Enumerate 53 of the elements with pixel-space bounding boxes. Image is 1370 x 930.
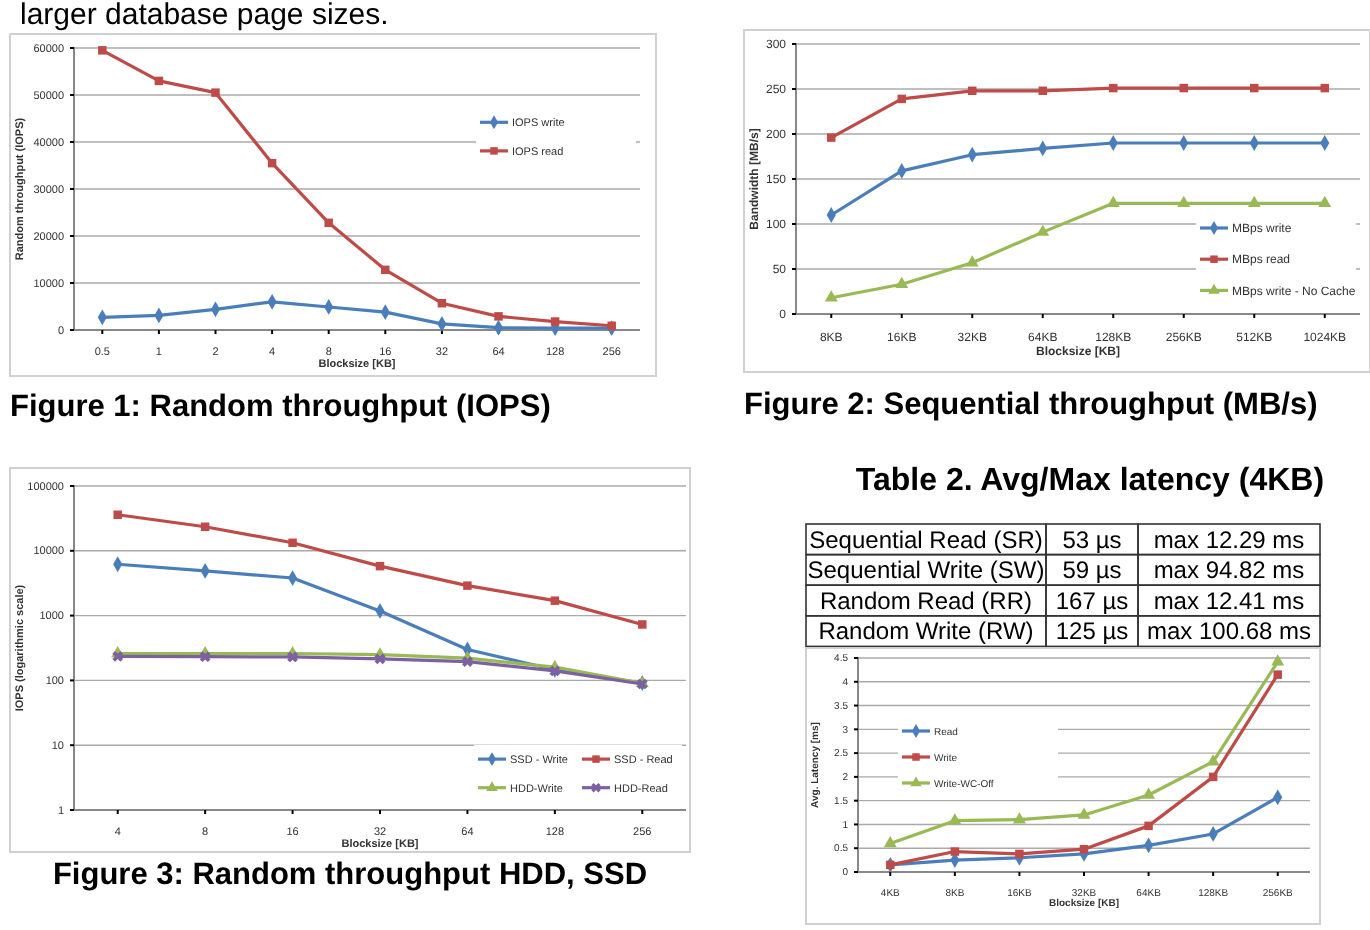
point [288, 538, 297, 548]
point [895, 276, 909, 289]
point [950, 847, 960, 856]
text: Figure 2: Sequential throughput (MB/s) [744, 388, 1318, 422]
point [494, 312, 503, 321]
text: Sequential Write (SW) [807, 556, 1045, 585]
point [827, 133, 836, 142]
point [1142, 787, 1156, 799]
point [638, 620, 647, 629]
point [1206, 754, 1220, 766]
text: 59 µs [1062, 556, 1122, 585]
point [324, 218, 333, 228]
text: Random Write (RW) [818, 617, 1034, 646]
point [550, 596, 560, 605]
point [824, 290, 838, 302]
point [1036, 224, 1050, 236]
text: Sequential Read (SR) [809, 525, 1043, 554]
point [1012, 812, 1026, 824]
text: max 12.41 ms [1153, 586, 1305, 615]
point [948, 813, 962, 825]
point [1273, 670, 1282, 679]
text: Figure 3: Random throughput HDD, SSD [52, 858, 648, 892]
point [1077, 807, 1091, 819]
text: Figure 1: Random throughput (IOPS) [10, 390, 551, 424]
point [1144, 821, 1153, 831]
point [607, 321, 616, 331]
point [287, 651, 298, 663]
text: Table 2. Avg/Max latency (4KB) [855, 464, 1325, 498]
point [550, 317, 560, 326]
point [211, 88, 220, 97]
point [1015, 849, 1024, 859]
point [1177, 195, 1191, 208]
text: Random Read (RR) [819, 586, 1033, 615]
point [1247, 195, 1261, 208]
point [462, 656, 473, 667]
text: 125 µs [1055, 617, 1129, 646]
point [113, 510, 122, 519]
point [1106, 195, 1120, 208]
point [199, 651, 211, 663]
point [374, 653, 386, 665]
text: max 12.29 ms [1153, 525, 1305, 554]
text: max 100.68 ms [1146, 617, 1312, 646]
point [883, 836, 897, 848]
point [1271, 654, 1285, 666]
text: larger database page sizes. [20, 0, 389, 32]
point [1318, 195, 1332, 208]
text: max 94.82 ms [1153, 556, 1305, 585]
point [381, 265, 390, 275]
point [98, 46, 107, 55]
point [463, 581, 472, 590]
text: 53 µs [1062, 525, 1122, 554]
text: 167 µs [1055, 586, 1129, 615]
point [965, 255, 979, 267]
